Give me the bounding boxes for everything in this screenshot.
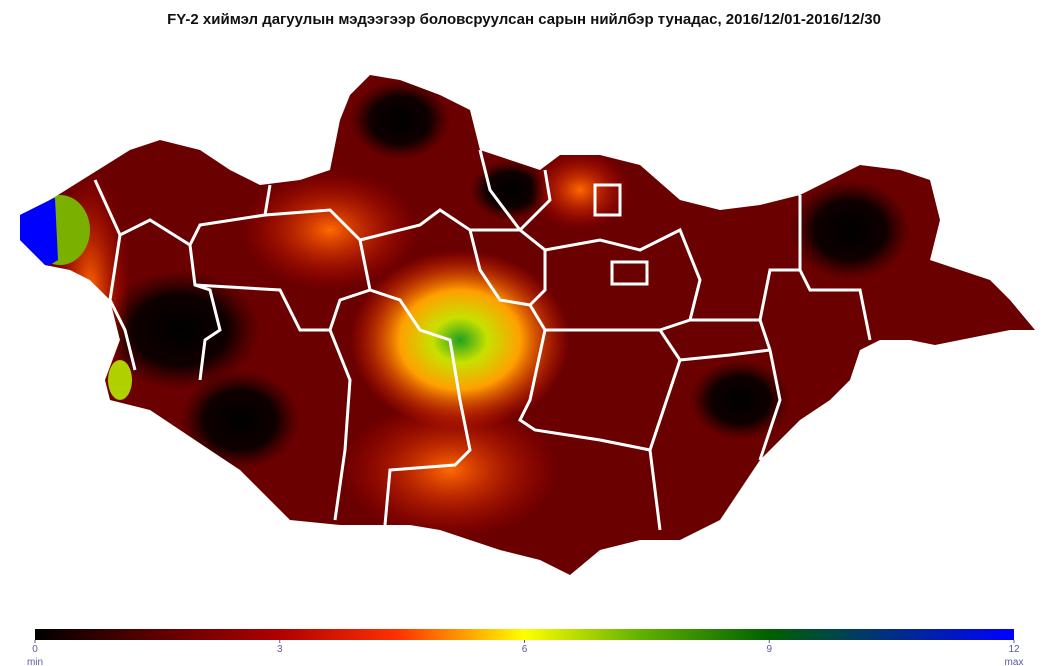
colorbar — [35, 629, 1014, 640]
precipitation-map — [20, 75, 1035, 575]
colorbar-min-label: min — [27, 657, 43, 666]
colorbar-tick-label: 3 — [277, 644, 283, 655]
colorbar-max-label: max — [1005, 657, 1024, 666]
colorbar-tick-label: 12 — [1008, 644, 1020, 655]
colorbar-tick-label: 6 — [522, 644, 528, 655]
map-title: FY-2 хиймэл дагуулын мэдээгээр боловсруу… — [167, 11, 881, 28]
province-boundaries — [93, 149, 872, 531]
colorbar-tick-label: 0 — [32, 644, 38, 655]
colorbar-tick-label: 9 — [766, 644, 772, 655]
